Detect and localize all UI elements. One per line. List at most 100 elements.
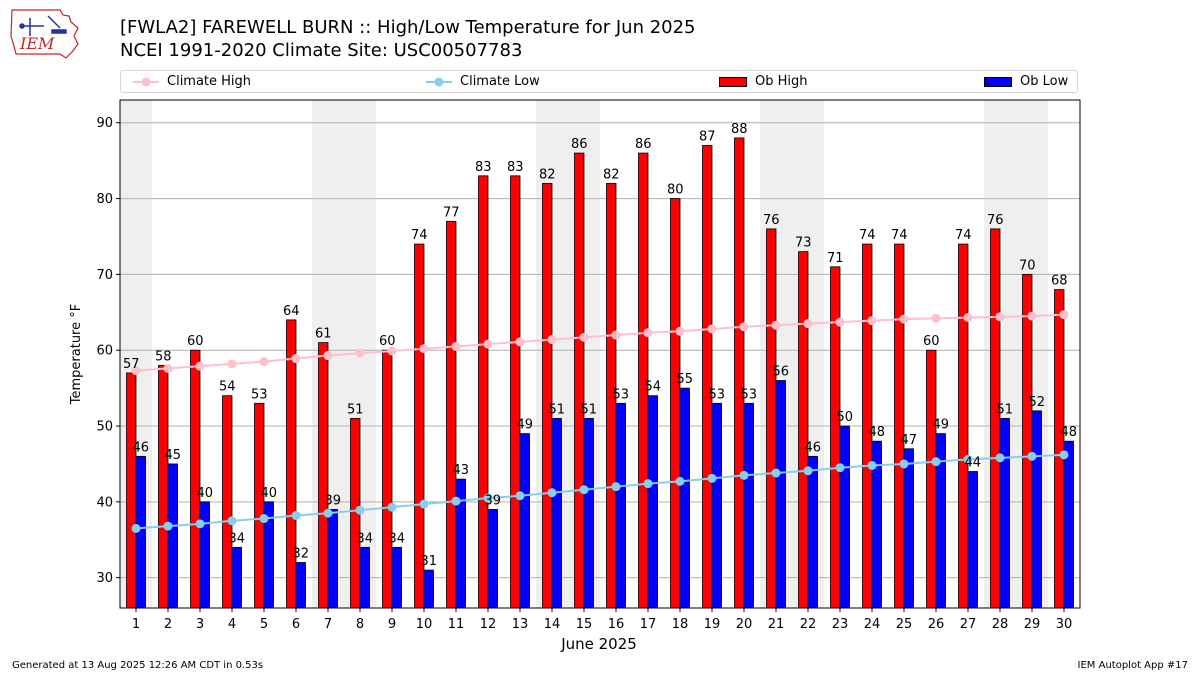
bar-ob-low-day-28 (999, 418, 1010, 609)
point-climate-low-day-7 (323, 508, 333, 518)
x-tick-label-29: 29 (1024, 617, 1041, 632)
bar-ob-low-day-15 (583, 418, 594, 609)
label-ob-low-day-26: 49 (932, 418, 949, 433)
data-labels: 57 46 58 45 60 40 54 34 53 40 64 32 61 39 51 34 60 34 74 31… (123, 122, 1077, 569)
point-climate-high-day-19 (707, 324, 717, 334)
point-climate-high-day-27 (963, 313, 973, 323)
point-climate-low-day-8 (355, 505, 365, 515)
label-ob-high-day-28: 76 (987, 213, 1004, 228)
bar-ob-low-day-20 (743, 402, 754, 609)
point-climate-low-day-18 (675, 476, 685, 486)
y-tick-label-40: 40 (96, 495, 113, 510)
point-climate-low-day-22 (803, 466, 813, 476)
bar-ob-low-day-14 (551, 418, 562, 609)
point-climate-high-day-16 (611, 330, 621, 340)
point-climate-high-day-30 (1059, 310, 1069, 320)
x-tick-label-28: 28 (992, 617, 1009, 632)
label-ob-high-day-8: 51 (347, 402, 364, 417)
label-ob-high-day-7: 61 (315, 327, 332, 342)
bar-ob-low-day-6 (295, 562, 306, 609)
point-climate-low-day-23 (835, 463, 845, 473)
footer-app-id: IEM Autoplot App #17 (1077, 660, 1188, 671)
point-climate-low-day-3 (195, 519, 205, 529)
legend-item-ob-high: Ob High (719, 74, 808, 89)
label-ob-high-day-25: 74 (891, 228, 908, 243)
label-ob-high-day-3: 60 (187, 334, 204, 349)
bar-ob-low-day-3 (199, 501, 210, 609)
x-tick-label-15: 15 (576, 617, 593, 632)
label-ob-low-day-3: 40 (196, 486, 213, 501)
point-climate-high-day-20 (739, 322, 749, 332)
bar-ob-low-day-8 (359, 546, 370, 609)
label-ob-high-day-21: 76 (763, 213, 780, 228)
y-tick-label-80: 80 (96, 192, 113, 207)
legend: Climate High Climate Low Ob High Ob Low (120, 70, 1078, 93)
label-ob-low-day-21: 56 (772, 365, 789, 380)
climate-lines (131, 310, 1069, 533)
x-tick-label-23: 23 (832, 617, 849, 632)
bar-ob-high-day-15 (574, 152, 585, 609)
y-tick-label-90: 90 (96, 116, 113, 131)
point-climate-low-day-25 (899, 459, 909, 469)
x-tick-label-13: 13 (512, 617, 529, 632)
point-climate-high-day-1 (131, 366, 141, 376)
bar-ob-high-day-20 (734, 137, 745, 609)
bar-ob-high-day-4 (222, 395, 233, 609)
bar-ob-low-day-16 (615, 402, 626, 609)
bar-ob-low-day-17 (647, 395, 658, 609)
label-ob-high-day-16: 82 (603, 167, 620, 182)
label-ob-low-day-13: 49 (516, 418, 533, 433)
bar-ob-high-day-30 (1054, 289, 1065, 609)
point-climate-low-day-15 (579, 485, 589, 495)
x-tick-label-27: 27 (960, 617, 977, 632)
bar-ob-low-day-25 (903, 448, 914, 609)
bar-ob-low-day-23 (839, 425, 850, 609)
bar-ob-low-day-21 (775, 380, 786, 609)
point-climate-low-day-20 (739, 470, 749, 480)
point-climate-low-day-1 (131, 523, 141, 533)
label-ob-low-day-19: 53 (708, 387, 725, 402)
bar-ob-high-day-3 (190, 349, 201, 609)
point-climate-high-day-22 (803, 319, 813, 329)
label-ob-low-day-27: 44 (964, 456, 981, 471)
label-ob-low-day-5: 40 (260, 486, 277, 501)
label-ob-low-day-22: 46 (804, 440, 821, 455)
label-ob-low-day-23: 50 (836, 410, 853, 425)
bar-ob-high-day-22 (798, 251, 809, 609)
point-climate-high-day-11 (451, 341, 461, 351)
x-tick-label-11: 11 (448, 617, 465, 632)
ob-high-swatch-icon (719, 76, 747, 87)
point-climate-low-day-21 (771, 468, 781, 478)
point-climate-high-day-4 (227, 359, 237, 369)
label-ob-low-day-9: 34 (388, 531, 405, 546)
y-tick-label-30: 30 (96, 571, 113, 586)
grid-lines (120, 122, 1080, 579)
point-climate-high-day-18 (675, 326, 685, 336)
label-ob-high-day-5: 53 (251, 387, 268, 402)
x-tick-label-14: 14 (544, 617, 561, 632)
x-tick-label-16: 16 (608, 617, 625, 632)
point-climate-low-day-12 (483, 493, 493, 503)
legend-item-climate-high: Climate High (133, 74, 251, 89)
x-axis-label: June 2025 (560, 635, 637, 653)
point-climate-low-day-5 (259, 514, 269, 524)
x-tick-label-17: 17 (640, 617, 657, 632)
y-tick-label-60: 60 (96, 344, 113, 359)
point-climate-high-day-24 (867, 316, 877, 326)
label-ob-high-day-15: 86 (571, 137, 588, 152)
bar-ob-high-day-1 (126, 372, 137, 609)
bar-ob-high-day-27 (958, 243, 969, 609)
bar-ob-low-day-7 (327, 509, 338, 609)
label-ob-high-day-19: 87 (699, 129, 716, 144)
point-climate-low-day-4 (227, 516, 237, 526)
climate-high-line-icon (133, 77, 159, 86)
iem-logo-text: IEM (19, 34, 55, 53)
label-ob-low-day-16: 53 (612, 387, 629, 402)
label-ob-low-day-30: 48 (1060, 425, 1077, 440)
label-ob-low-day-2: 45 (164, 448, 181, 463)
x-tick-label-4: 4 (228, 617, 236, 632)
label-ob-high-day-20: 88 (731, 122, 748, 137)
bar-ob-low-day-18 (679, 387, 690, 609)
label-ob-high-day-9: 60 (379, 334, 396, 349)
